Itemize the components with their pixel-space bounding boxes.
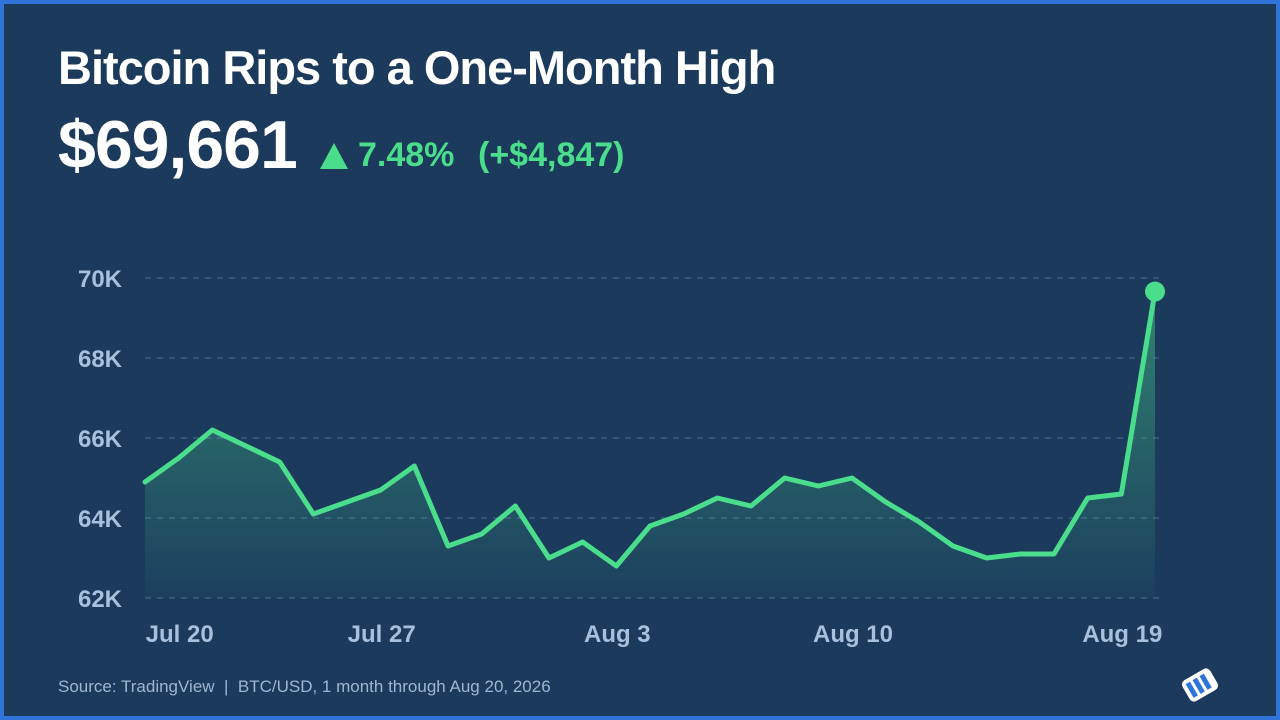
y-tick-label: 62K: [78, 586, 123, 613]
price: $69,661: [58, 107, 297, 183]
chart-title: Bitcoin Rips to a One-Month High: [58, 41, 775, 94]
x-tick-label: Aug 19: [1082, 621, 1162, 648]
y-tick-label: 66K: [78, 426, 123, 453]
change-amount: (+$4,847): [478, 136, 625, 174]
y-tick-label: 64K: [78, 506, 123, 533]
up-arrow: [320, 143, 348, 169]
x-tick-label: Aug 3: [584, 621, 651, 648]
y-tick-label: 68K: [78, 346, 123, 373]
x-tick-label: Jul 27: [348, 621, 416, 648]
logo: [1181, 668, 1219, 702]
footer: Source: TradingView | BTC/USD, 1 month t…: [58, 677, 551, 696]
line: [142, 289, 1158, 569]
end-dot: [1145, 281, 1165, 302]
x-tick-label: Jul 20: [146, 621, 214, 648]
x-tick-label: Aug 10: [813, 621, 893, 648]
change-percent: 7.48%: [358, 136, 454, 174]
y-tick-label: 70K: [78, 266, 123, 293]
area: [145, 291, 1155, 598]
